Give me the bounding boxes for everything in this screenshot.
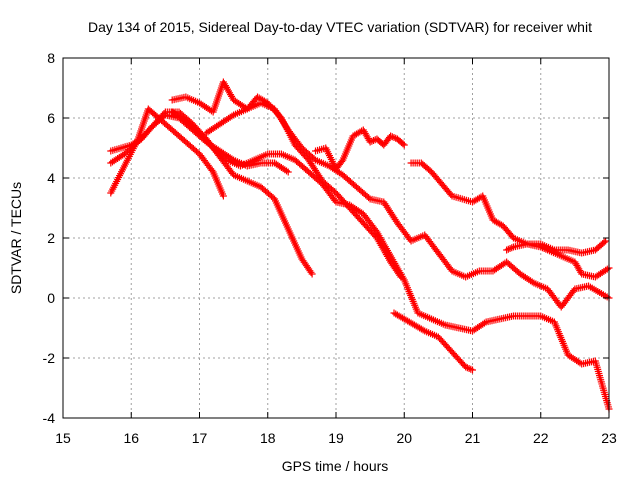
data-point [506, 245, 514, 252]
data-point [366, 138, 374, 146]
x-tick-label: 15 [55, 430, 71, 446]
x-tick-label: 22 [533, 430, 549, 446]
data-point [602, 237, 610, 245]
y-tick-label: -4 [43, 410, 56, 426]
y-axis-label: SDTVAR / TECUs [8, 182, 24, 294]
data-point [537, 243, 545, 251]
series-trace-i [407, 159, 610, 257]
data-point [308, 270, 316, 278]
y-tick-label: 0 [47, 290, 55, 306]
data-point [387, 132, 395, 140]
data-point [283, 167, 291, 175]
data-point [540, 245, 548, 252]
data-point [603, 265, 611, 273]
series-trace-a [107, 105, 227, 200]
data-point [160, 110, 168, 117]
data-point [462, 363, 470, 371]
y-tick-label: -2 [43, 350, 56, 366]
x-tick-label: 23 [601, 430, 617, 446]
data-point [219, 192, 227, 200]
data-point [399, 140, 407, 148]
data-point [208, 166, 216, 174]
series-trace-h [390, 309, 476, 374]
data-point [463, 364, 471, 372]
y-tick-label: 2 [47, 230, 55, 246]
data-point [469, 366, 476, 374]
series-trace-j [503, 240, 613, 281]
data-point [419, 326, 427, 334]
x-axis-label: GPS time / hours [282, 458, 389, 474]
data-point [368, 137, 376, 145]
x-tick-label: 18 [260, 430, 276, 446]
data-point [307, 268, 315, 276]
x-tick-label: 17 [192, 430, 208, 446]
grid-layer [63, 58, 609, 418]
data-point [388, 133, 396, 141]
data-point [480, 319, 488, 327]
points-layer [107, 78, 613, 413]
data-point [600, 238, 608, 246]
data-point [228, 112, 236, 120]
data-point [390, 134, 398, 141]
data-point [504, 245, 512, 253]
x-tick-label: 20 [396, 430, 412, 446]
x-tick-label: 16 [123, 430, 139, 446]
data-point [284, 168, 292, 176]
chart-title: Day 134 of 2015, Sidereal Day-to-day VTE… [88, 19, 592, 35]
data-point [400, 141, 408, 149]
data-point [467, 365, 475, 373]
series-trace-e [168, 108, 613, 413]
data-point [542, 245, 550, 253]
y-tick-label: 4 [47, 170, 55, 186]
y-tick-label: 6 [47, 110, 55, 126]
series-trace-f [202, 99, 613, 311]
data-point [538, 244, 546, 252]
data-point [503, 246, 511, 254]
data-point [508, 244, 516, 252]
data-point [465, 365, 473, 372]
x-tick-label: 21 [465, 430, 481, 446]
x-tick-label: 19 [328, 430, 344, 446]
ticks-layer: 15 16 17 18 19 20 21 22 23 -4 -2 0 2 4 6 8 [43, 50, 617, 446]
data-point [528, 278, 536, 286]
y-tick-label: 8 [47, 50, 55, 66]
series-trace-g [312, 126, 408, 173]
series-trace-d [168, 78, 405, 281]
